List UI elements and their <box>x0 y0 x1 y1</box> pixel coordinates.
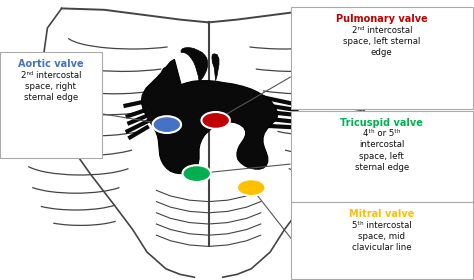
Circle shape <box>153 116 181 133</box>
Polygon shape <box>181 48 208 81</box>
Circle shape <box>201 112 230 129</box>
Text: Mitral valve: Mitral valve <box>349 209 414 220</box>
Text: 2ⁿᵈ intercostal
space, right
sternal edge: 2ⁿᵈ intercostal space, right sternal edg… <box>21 71 81 102</box>
Text: Pulmonary valve: Pulmonary valve <box>336 14 428 24</box>
FancyBboxPatch shape <box>0 52 102 158</box>
Text: 2ⁿᵈ intercostal
space, left sternal
edge: 2ⁿᵈ intercostal space, left sternal edge <box>343 26 420 57</box>
FancyBboxPatch shape <box>291 7 473 109</box>
Circle shape <box>237 179 265 196</box>
Text: 4ᵗʰ or 5ᵗʰ
intercostal
space, left
sternal edge: 4ᵗʰ or 5ᵗʰ intercostal space, left stern… <box>355 129 409 172</box>
Text: 5ᵗʰ intercostal
space, mid
clavicular line: 5ᵗʰ intercostal space, mid clavicular li… <box>352 221 412 252</box>
FancyBboxPatch shape <box>291 111 473 202</box>
Polygon shape <box>141 59 277 174</box>
Text: Aortic valve: Aortic valve <box>18 59 84 69</box>
Text: Tricuspid valve: Tricuspid valve <box>340 118 423 128</box>
FancyBboxPatch shape <box>291 202 473 279</box>
Circle shape <box>182 165 211 182</box>
Polygon shape <box>212 54 219 81</box>
